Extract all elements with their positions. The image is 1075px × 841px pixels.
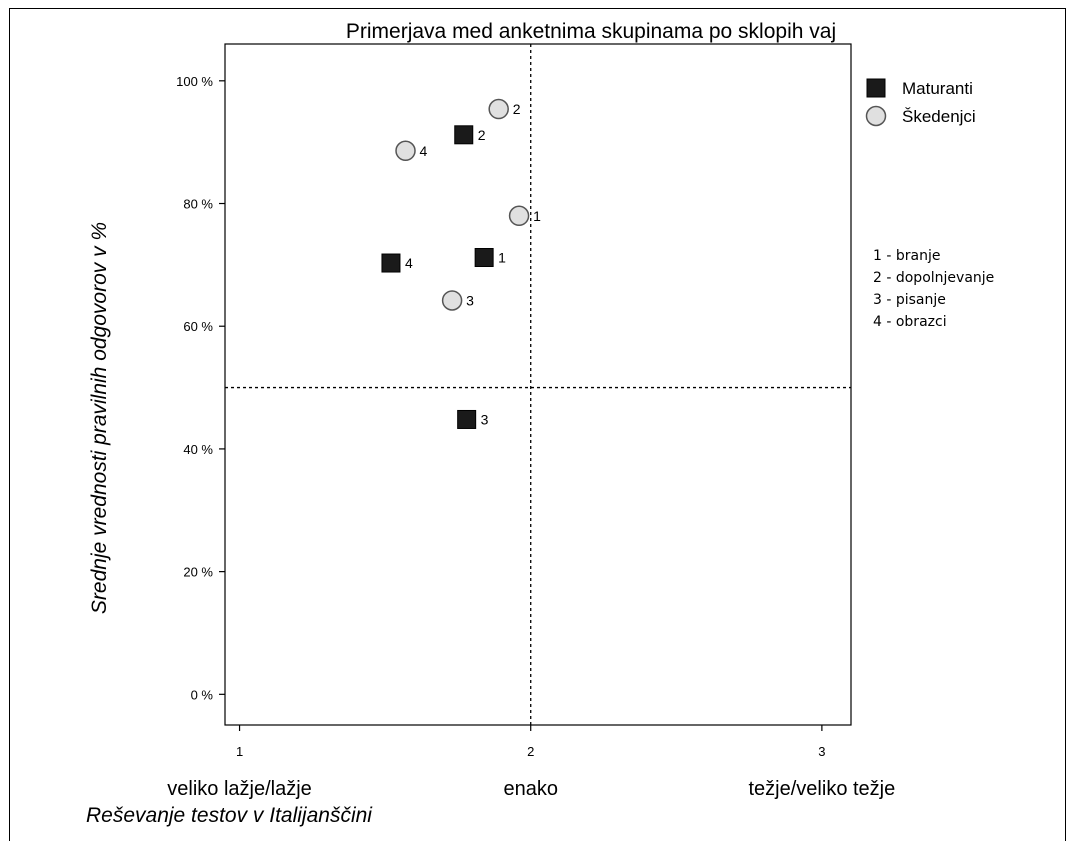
x-axis-title: Reševanje testov v Italijanščini [86,804,373,827]
point-label: 2 [478,127,486,143]
point-square [474,248,494,268]
key-item: 2 - dopolnjevanje [873,270,994,286]
point-square [454,125,474,145]
exercise-key: 1 - branje 2 - dopolnjevanje 3 - pisanje 4 … [873,248,994,330]
reference-lines [225,44,851,725]
x-tick-label: 3 [818,744,825,759]
x-tick-label: 2 [527,744,534,759]
legend-label: Maturanti [902,79,973,98]
point-label: 2 [513,101,521,117]
data-points: 1 2 3 4 1 2 3 4 [381,98,541,429]
plot-area [224,43,852,726]
key-item: 4 - obrazci [873,314,947,330]
point-label: 4 [405,255,413,271]
point-square [381,253,401,273]
y-tick-label: 40 % [183,442,213,457]
point-circle [441,290,463,311]
legend-label: Škedenjci [902,107,976,126]
legend-square-marker [866,78,886,98]
x-axis: 1 veliko lažje/lažje 2 enako 3 težje/veliko t… [167,725,895,800]
figure-frame [9,8,1066,841]
point-square [457,409,477,429]
point-label: 1 [533,208,541,224]
x-category-label: težje/veliko težje [749,778,896,800]
y-tick-label: 0 % [191,687,214,702]
point-label: 1 [498,250,506,266]
point-circle [488,98,509,120]
x-tick-label: 1 [236,744,243,759]
point-circle [508,205,530,227]
y-tick-label: 80 % [183,197,213,212]
chart-title: Primerjava med anketnima skupinama po sk… [346,20,836,43]
key-item: 3 - pisanje [873,292,946,308]
key-item: 1 - branje [873,248,940,264]
legend: Maturanti Škedenjci [865,78,976,127]
x-category-label: enako [503,778,558,800]
y-tick-label: 100 % [176,74,213,89]
y-tick-label: 60 % [183,319,213,334]
point-label: 4 [420,143,428,159]
y-tick-label: 20 % [183,565,213,580]
point-label: 3 [466,292,474,308]
y-axis: 0 % 20 % 40 % 60 % 80 % 100 % [176,74,225,702]
x-category-label: veliko lažje/lažje [167,778,312,800]
legend-circle-marker [865,105,887,127]
point-circle [395,140,416,162]
y-axis-title: Srednje vrednosti pravilnih odgovorov v … [88,222,111,614]
point-label: 3 [481,411,489,427]
